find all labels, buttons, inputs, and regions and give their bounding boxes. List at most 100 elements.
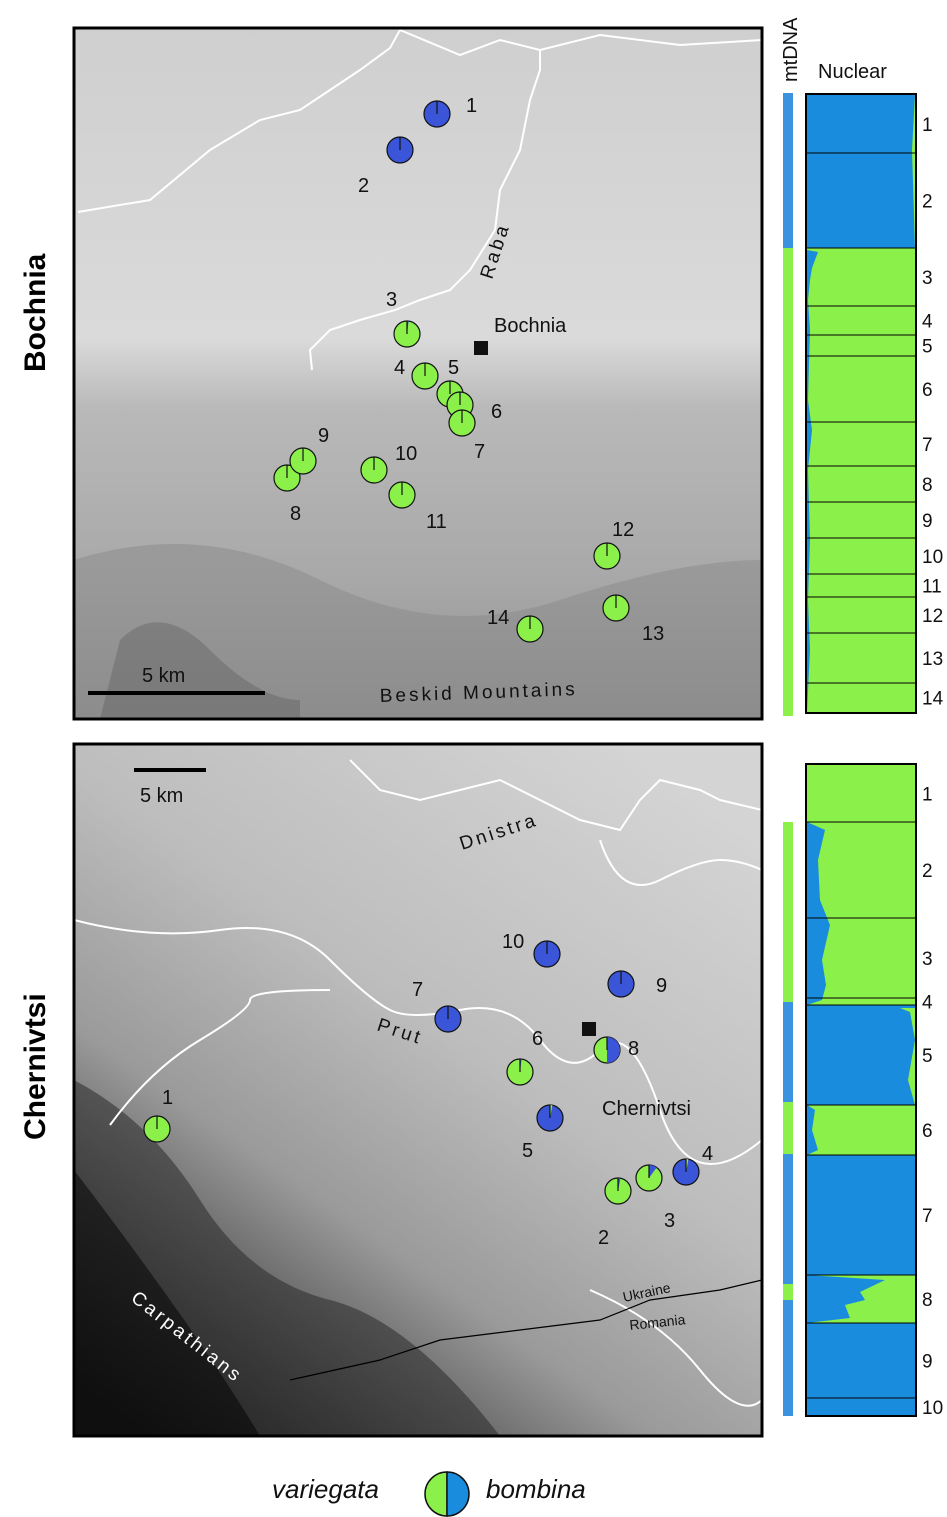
chernivtsi-site-8-pie-minor-slice xyxy=(607,1037,620,1063)
chernivtsi-site-4-pie xyxy=(672,1158,700,1186)
bochnia-nuclear-bar xyxy=(805,93,917,714)
bochnia-site-7-label: 7 xyxy=(474,441,485,463)
chernivtsi-pop-2: 2 xyxy=(922,861,933,882)
chernivtsi-site-1-label: 1 xyxy=(162,1087,173,1109)
chernivtsi-pop-8: 8 xyxy=(922,1290,933,1311)
legend-bombina-half xyxy=(446,1471,470,1517)
mtdna-variegata-3 xyxy=(783,1284,793,1300)
bochnia-site-2-pie xyxy=(386,136,414,164)
bochnia-site-9-pie xyxy=(289,447,317,475)
chernivtsi-site-10-label: 10 xyxy=(502,931,524,953)
nuclear-variegata-c xyxy=(807,1105,915,1155)
bochnia-pop-4: 4 xyxy=(922,312,933,333)
river-north xyxy=(77,29,401,213)
bochnia-site-13-pie xyxy=(602,594,630,622)
chernivtsi-region-label: Chernivtsi xyxy=(19,993,52,1140)
chernivtsi-site-8-pie xyxy=(593,1036,621,1064)
bochnia-site-10-label: 10 xyxy=(395,443,417,465)
chernivtsi-site-labels: 1 2 3 4 5 6 7 8 9 10 xyxy=(162,931,713,1249)
bochnia-town-marker xyxy=(474,341,488,355)
nuclear-bombina-d xyxy=(807,1155,915,1275)
bochnia-pop-9: 9 xyxy=(922,511,933,532)
bochnia-map-frame xyxy=(72,26,764,721)
mtdna-bombina-1 xyxy=(783,1002,793,1102)
chernivtsi-town-label: Chernivtsi xyxy=(602,1098,691,1120)
chernivtsi-site-5-label: 5 xyxy=(522,1140,533,1162)
chernivtsi-site-9-label: 9 xyxy=(656,975,667,997)
bochnia-site-14-label: 14 xyxy=(487,607,509,629)
bochnia-site-12-pie xyxy=(593,542,621,570)
bochnia-pop-8: 8 xyxy=(922,475,933,496)
chernivtsi-pop-4: 4 xyxy=(922,993,933,1014)
chernivtsi-map-frame xyxy=(72,742,764,1438)
legend-pie xyxy=(424,1471,470,1517)
nuclear-bombina-f xyxy=(807,1323,915,1416)
chernivtsi-site-7-pie xyxy=(434,1005,462,1033)
raba-river xyxy=(308,29,541,371)
border-line xyxy=(289,1279,762,1381)
nuclear-variegata-a xyxy=(807,765,915,1005)
bochnia-site-3-label: 3 xyxy=(386,289,397,311)
chernivtsi-pop-7: 7 xyxy=(922,1206,933,1227)
bochnia-site-1-label: 1 xyxy=(466,95,477,117)
dnistra-river xyxy=(349,759,762,832)
nuclear-variegata-block xyxy=(807,248,915,712)
chernivtsi-site-3-pie xyxy=(635,1164,663,1192)
chernivtsi-site-10-pie xyxy=(533,940,561,968)
legend-variegata-half xyxy=(424,1471,448,1517)
bochnia-site-10-pie xyxy=(360,456,388,484)
bochnia-site-8-pie xyxy=(273,464,301,492)
chernivtsi-pop-5: 5 xyxy=(922,1046,933,1067)
bochnia-pop-11: 11 xyxy=(922,577,942,598)
mtdna-header: mtDNA xyxy=(780,17,802,82)
chernivtsi-site-7-label: 7 xyxy=(412,979,423,1001)
mtdna-bombina-3 xyxy=(783,1300,793,1416)
bochnia-site-7-pie xyxy=(448,409,476,437)
legend-variegata-label: variegata xyxy=(272,1474,379,1504)
bochnia-mtdna-bar xyxy=(783,93,793,716)
chernivtsi-site-4-label: 4 xyxy=(702,1143,713,1165)
bochnia-site-9-label: 9 xyxy=(318,425,329,447)
nuclear-admixture xyxy=(807,250,818,712)
chernivtsi-pop-9: 9 xyxy=(922,1352,933,1373)
nuclear-bombina-b xyxy=(807,1005,915,1105)
bochnia-pop-3: 3 xyxy=(922,268,933,289)
chernivtsi-pop-10: 10 xyxy=(922,1398,943,1419)
chernivtsi-map xyxy=(74,744,762,1436)
chernivtsi-site-3-pie-minor-slice xyxy=(649,1165,657,1178)
nuclear-admixture-right xyxy=(912,95,915,248)
bochnia-sites xyxy=(273,100,630,643)
chernivtsi-pop-6: 6 xyxy=(922,1121,933,1142)
chernivtsi-pop-3: 3 xyxy=(922,949,933,970)
bochnia-nuclear-frame xyxy=(805,93,917,714)
bochnia-group-dividers xyxy=(807,152,915,684)
bochnia-pop-6: 6 xyxy=(922,380,933,401)
chernivtsi-site-4-pie-minor-slice xyxy=(686,1159,689,1172)
chernivtsi-site-2-label: 2 xyxy=(598,1227,609,1249)
bochnia-site-4-label: 4 xyxy=(394,357,405,379)
beskid-relief xyxy=(74,544,762,719)
siret-river xyxy=(589,1289,762,1407)
nuclear-admixture-a xyxy=(807,822,830,1005)
chernivtsi-site-6-label: 6 xyxy=(532,1028,543,1050)
bochnia-pop-12: 12 xyxy=(922,606,943,627)
chernivtsi-mtdna-bar xyxy=(783,822,793,1416)
bochnia-region-label: Bochnia xyxy=(19,253,52,372)
bochnia-site-6-label: 6 xyxy=(491,401,502,423)
chernivtsi-town-marker xyxy=(582,1022,596,1036)
nuclear-admixture-e xyxy=(807,1275,885,1323)
chernivtsi-site-3-label: 3 xyxy=(664,1210,675,1232)
mtdna-variegata-segment xyxy=(783,248,793,716)
chernivtsi-site-8-label: 8 xyxy=(628,1038,639,1060)
bochnia-site-11-label: 11 xyxy=(426,511,447,533)
bochnia-site-12-label: 12 xyxy=(612,519,634,541)
nuclear-admixture-c xyxy=(807,1105,818,1155)
bochnia-site-8-label: 8 xyxy=(290,503,301,525)
prut-river xyxy=(74,919,762,1165)
bochnia-site-2-label: 2 xyxy=(358,175,369,197)
mtdna-variegata-1 xyxy=(783,822,793,1002)
chernivtsi-nuclear-frame xyxy=(805,763,917,1417)
bochnia-site-13-label: 13 xyxy=(642,623,664,645)
bochnia-site-3-pie xyxy=(393,320,421,348)
